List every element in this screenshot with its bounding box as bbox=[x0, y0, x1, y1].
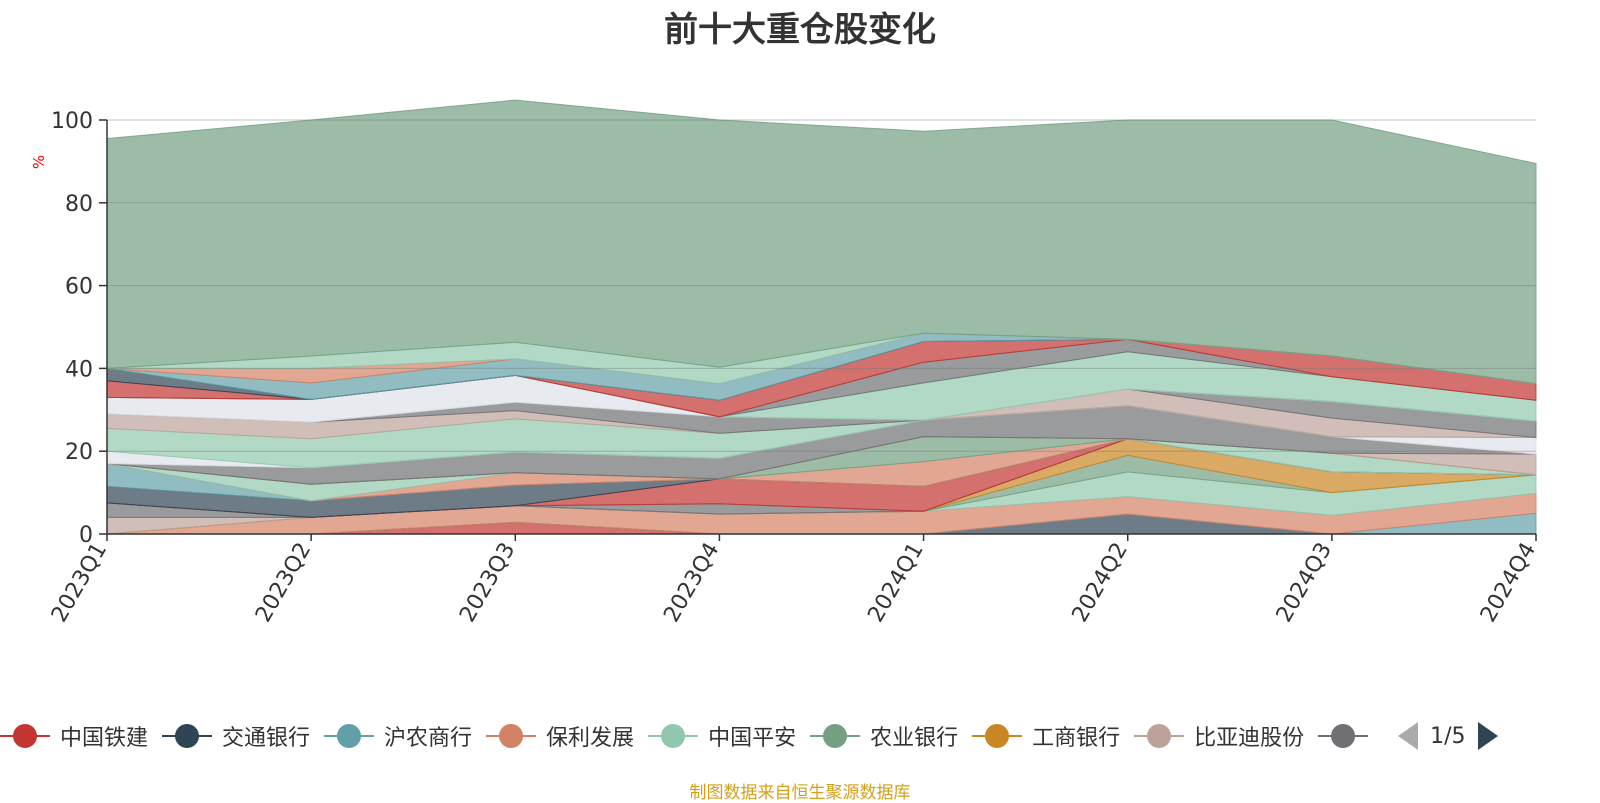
grid-layer bbox=[107, 119, 1536, 452]
legend-marker bbox=[162, 724, 213, 748]
legend-marker bbox=[972, 724, 1023, 748]
legend-item[interactable]: 保利发展 bbox=[486, 720, 634, 752]
legend-marker bbox=[1134, 724, 1185, 748]
legend-marker bbox=[486, 724, 537, 748]
legend-label: 沪农商行 bbox=[384, 726, 473, 751]
legend-item[interactable]: 沪农商行 bbox=[324, 720, 472, 752]
legend-label: 保利发展 bbox=[546, 726, 635, 751]
x-tick-label: 2024Q2 bbox=[1068, 539, 1133, 627]
legend-label: 比亚迪股份 bbox=[1194, 726, 1305, 751]
x-tick-label: 2024Q4 bbox=[1476, 539, 1541, 627]
x-tick-label: 2023Q3 bbox=[455, 539, 520, 627]
y-tick-label: 60 bbox=[65, 275, 93, 300]
area-series-layer bbox=[106, 99, 1537, 535]
y-tick-label: 100 bbox=[51, 109, 93, 134]
legend-marker bbox=[648, 724, 699, 748]
legend-label: 中国平安 bbox=[708, 726, 797, 751]
legend: 中国铁建 交通银行 沪农商行 保利发展 中国平安 农业银行 工商银行 比亚迪股份 1/5 bbox=[0, 716, 1600, 756]
legend-item[interactable]: 农业银行 bbox=[810, 720, 958, 752]
y-tick-label: 0 bbox=[79, 523, 93, 548]
area-chart: 0 20 40 60 80 100 2023Q1 2023Q2 2023Q3 2023Q4 2024… bbox=[30, 99, 1541, 627]
y-axis-unit-label: % bbox=[30, 155, 48, 169]
x-tick-label: 2023Q1 bbox=[47, 539, 112, 627]
x-tick-label: 2024Q1 bbox=[863, 539, 928, 627]
legend-marker bbox=[324, 724, 375, 748]
legend-item[interactable]: 工商银行 bbox=[972, 720, 1120, 752]
legend-next-page-icon[interactable] bbox=[1477, 722, 1498, 750]
legend-item[interactable]: 交通银行 bbox=[162, 720, 310, 752]
chart-title: 前十大重仓股变化 bbox=[664, 10, 936, 50]
legend-marker bbox=[1318, 724, 1369, 748]
legend-item[interactable]: 比亚迪股份 bbox=[1134, 720, 1304, 752]
legend-item[interactable] bbox=[1318, 724, 1378, 748]
legend-item[interactable]: 中国平安 bbox=[648, 720, 796, 752]
legend-prev-page-icon[interactable] bbox=[1398, 722, 1419, 750]
y-tick-label: 80 bbox=[65, 192, 93, 217]
area-series-31 bbox=[106, 99, 1537, 385]
y-tick-label: 20 bbox=[65, 440, 93, 465]
x-tick-label: 2023Q2 bbox=[251, 539, 316, 627]
x-tick-label: 2024Q3 bbox=[1272, 539, 1337, 627]
legend-label: 交通银行 bbox=[222, 726, 311, 751]
y-tick-label: 40 bbox=[65, 357, 93, 382]
x-tick-label: 2023Q4 bbox=[659, 539, 724, 627]
legend-label: 中国铁建 bbox=[60, 726, 149, 751]
legend-item[interactable]: 中国铁建 bbox=[0, 720, 148, 752]
legend-marker bbox=[810, 724, 861, 748]
legend-page-indicator: 1/5 bbox=[1430, 723, 1466, 749]
legend-marker bbox=[0, 724, 50, 748]
source-note: 制图数据来自恒生聚源数据库 bbox=[689, 783, 911, 803]
legend-label: 农业银行 bbox=[870, 726, 959, 751]
legend-pager: 1/5 bbox=[1398, 722, 1498, 750]
legend-label: 工商银行 bbox=[1032, 726, 1121, 751]
